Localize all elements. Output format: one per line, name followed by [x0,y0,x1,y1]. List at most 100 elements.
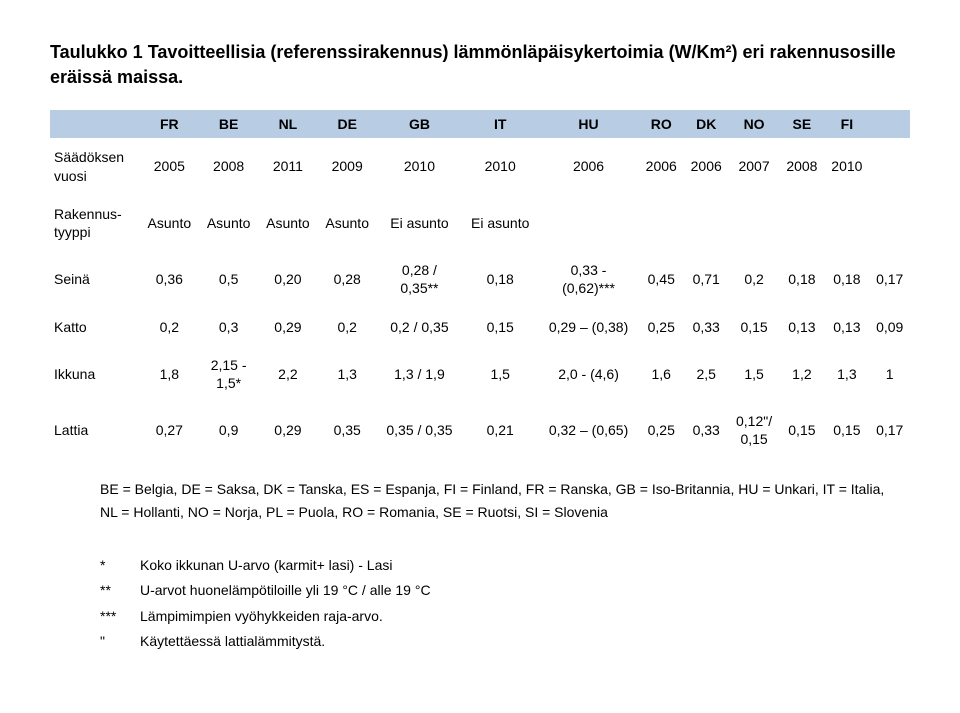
table-cell: 2010 [377,138,462,194]
table-cell: 0,35 [318,402,377,458]
table-cell: 0,5 [199,251,258,307]
table-cell: 0,25 [639,402,684,458]
table-row: Säädöksenvuosi20052008201120092010201020… [50,138,910,194]
table-cell: 1,3 [318,346,377,402]
column-header: RO [639,110,684,138]
table-cell: 1,8 [140,346,199,402]
footnote-mark: * [100,553,140,578]
table-cell: 2009 [318,138,377,194]
column-header: DK [684,110,729,138]
table-cell: 0,29 – (0,38) [538,308,638,346]
table-cell: Ei asunto [377,195,462,251]
footnote: *Koko ikkunan U-arvo (karmit+ lasi) - La… [100,553,910,578]
row-label: Säädöksenvuosi [50,138,140,194]
data-table: FRBENLDEGBITHURODKNOSEFI Säädöksenvuosi2… [50,110,910,458]
column-header: SE [779,110,824,138]
table-cell: 0,2 [729,251,780,307]
table-row: Ikkuna1,82,15 -1,5*2,21,31,3 / 1,91,52,0… [50,346,910,402]
table-cell: 0,35 / 0,35 [377,402,462,458]
column-header: BE [199,110,258,138]
table-header: FRBENLDEGBITHURODKNOSEFI [50,110,910,138]
table-cell: 0,2 / 0,35 [377,308,462,346]
table-cell: 2,2 [258,346,317,402]
table-cell: 2,0 - (4,6) [538,346,638,402]
header-empty [50,110,140,138]
table-cell: 0,33 -(0,62)*** [538,251,638,307]
table-cell: 0,36 [140,251,199,307]
footnote-mark: ** [100,578,140,603]
table-cell: 0,27 [140,402,199,458]
footnote-text: U-arvot huonelämpötiloille yli 19 °C / a… [140,578,431,603]
column-header: IT [462,110,538,138]
row-label: Seinä [50,251,140,307]
row-label: Katto [50,308,140,346]
footnote-text: Koko ikkunan U-arvo (karmit+ lasi) - Las… [140,553,392,578]
table-cell: Asunto [140,195,199,251]
table-cell: 0,15 [824,402,869,458]
table-cell: 2007 [729,138,780,194]
table-cell: 0,29 [258,308,317,346]
table-cell [729,195,780,251]
row-label: Ikkuna [50,346,140,402]
row-label: Lattia [50,402,140,458]
column-header: FR [140,110,199,138]
table-cell: 2006 [538,138,638,194]
table-cell: 1,2 [779,346,824,402]
table-cell: 0,17 [869,402,910,458]
footnote: **U-arvot huonelämpötiloille yli 19 °C /… [100,578,910,603]
table-cell: 0,2 [318,308,377,346]
table-cell: 0,13 [824,308,869,346]
legend-line: BE = Belgia, DE = Saksa, DK = Tanska, ES… [100,478,910,500]
table-cell: 0,18 [462,251,538,307]
table-cell: 1,3 [824,346,869,402]
footnote-mark: " [100,629,140,654]
table-cell [824,195,869,251]
table-cell: 0,15 [779,402,824,458]
table-cell: 0,18 [824,251,869,307]
table-cell: 0,32 – (0,65) [538,402,638,458]
row-label: Rakennus-tyyppi [50,195,140,251]
table-cell: 0,28 [318,251,377,307]
footnote-mark: *** [100,604,140,629]
column-header: FI [824,110,869,138]
table-cell: 0,28 /0,35** [377,251,462,307]
footnote: "Käytettäessä lattialämmitystä. [100,629,910,654]
column-header [869,110,910,138]
table-cell: 0,29 [258,402,317,458]
footnotes-block: *Koko ikkunan U-arvo (karmit+ lasi) - La… [50,553,910,654]
table-cell: 1,5 [462,346,538,402]
table-cell: 0,2 [140,308,199,346]
table-cell [684,195,729,251]
table-cell: 1,3 / 1,9 [377,346,462,402]
footnote-text: Käytettäessä lattialämmitystä. [140,629,325,654]
table-cell: 0,3 [199,308,258,346]
table-cell: 0,12"/0,15 [729,402,780,458]
table-row: Katto0,20,30,290,20,2 / 0,350,150,29 – (… [50,308,910,346]
table-cell [779,195,824,251]
table-cell: 2010 [824,138,869,194]
column-header: GB [377,110,462,138]
table-cell: 0,71 [684,251,729,307]
table-cell: 0,17 [869,251,910,307]
table-cell: 2010 [462,138,538,194]
table-cell: 0,9 [199,402,258,458]
table-cell [538,195,638,251]
table-cell: 2,15 -1,5* [199,346,258,402]
table-cell: 2,5 [684,346,729,402]
table-row: Rakennus-tyyppiAsuntoAsuntoAsuntoAsuntoE… [50,195,910,251]
table-cell: 0,15 [462,308,538,346]
column-header: NO [729,110,780,138]
table-title: Taulukko 1 Tavoitteellisia (referenssira… [50,40,910,90]
table-cell: 0,25 [639,308,684,346]
column-header: HU [538,110,638,138]
table-cell: 1 [869,346,910,402]
table-cell [639,195,684,251]
table-cell: 2008 [779,138,824,194]
table-cell: 2005 [140,138,199,194]
table-cell: 2006 [684,138,729,194]
table-cell: Asunto [258,195,317,251]
table-cell: Asunto [318,195,377,251]
table-cell: 2011 [258,138,317,194]
table-cell: 2006 [639,138,684,194]
table-cell: 0,15 [729,308,780,346]
